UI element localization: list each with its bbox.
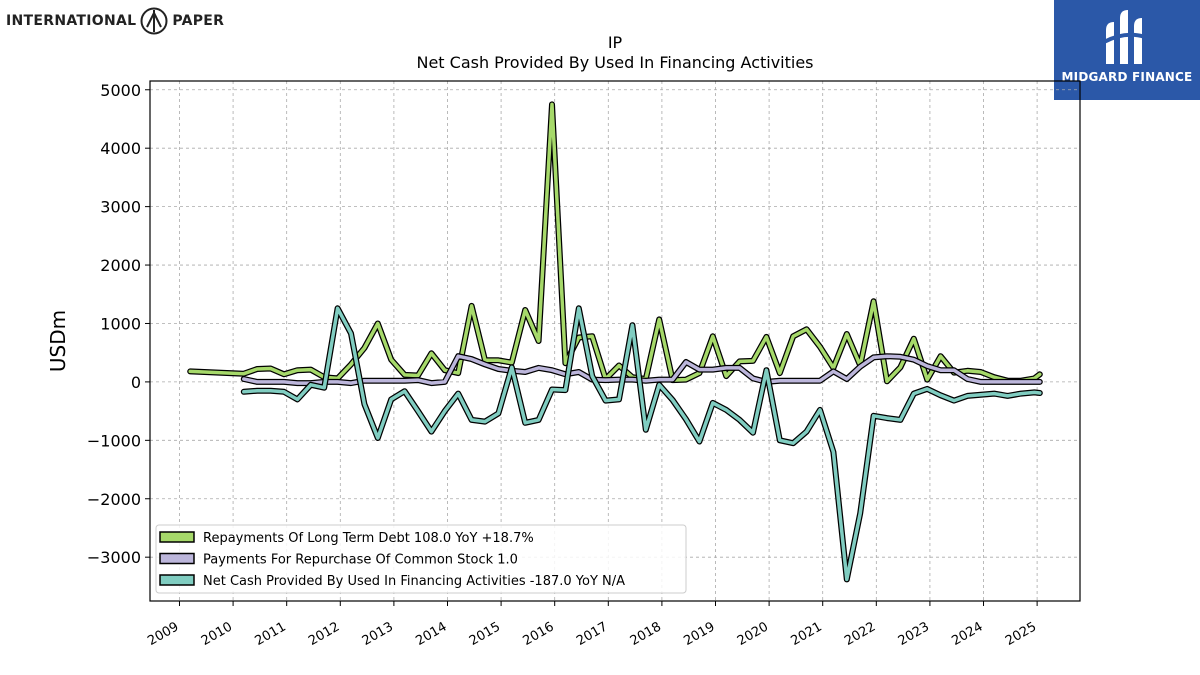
midgard-finance-logo: MIDGARD FINANCE bbox=[1054, 0, 1200, 100]
legend-label-0: Repayments Of Long Term Debt 108.0 YoY +… bbox=[203, 531, 534, 546]
y-tick-label: −2000 bbox=[87, 490, 141, 509]
x-tick-label: 2017 bbox=[574, 619, 610, 649]
plot-frame bbox=[149, 80, 1081, 602]
x-axis: 2009 2010 2011 2012 2013 2014 2015 2016 2017 2018… bbox=[145, 601, 1039, 649]
x-tick-label: 2024 bbox=[949, 619, 985, 649]
legend-label-2: Net Cash Provided By Used In Financing A… bbox=[203, 574, 625, 589]
international-paper-mark-icon bbox=[140, 7, 168, 35]
x-tick-label: 2009 bbox=[145, 619, 181, 649]
y-axis-label: USDm bbox=[46, 310, 70, 372]
y-tick-label: 0 bbox=[131, 373, 141, 392]
legend-swatch-1 bbox=[159, 552, 195, 565]
y-tick-label: −1000 bbox=[87, 431, 141, 450]
legend-swatch-0 bbox=[159, 531, 195, 543]
series-lines bbox=[187, 101, 1043, 583]
x-tick-label: 2019 bbox=[681, 619, 717, 649]
y-tick-label: 2000 bbox=[100, 256, 141, 275]
x-tick-label: 2023 bbox=[896, 619, 932, 649]
legend-swatch-2 bbox=[159, 574, 195, 586]
series-line-0 bbox=[188, 102, 1042, 384]
x-tick-label: 2022 bbox=[842, 619, 878, 649]
x-tick-label: 2016 bbox=[521, 619, 557, 649]
x-tick-label: 2014 bbox=[413, 619, 449, 649]
x-tick-label: 2011 bbox=[253, 619, 289, 649]
logo-text-paper: PAPER bbox=[172, 13, 225, 29]
x-tick-label: 2012 bbox=[306, 619, 342, 649]
x-tick-label: 2025 bbox=[1003, 619, 1039, 649]
legend-label-1: Payments For Repurchase Of Common Stock … bbox=[203, 553, 518, 568]
chart-subtitle: Net Cash Provided By Used In Financing A… bbox=[416, 53, 813, 72]
x-tick-label: 2010 bbox=[199, 619, 235, 649]
y-tick-label: −3000 bbox=[87, 548, 141, 567]
x-tick-label: 2018 bbox=[628, 619, 664, 649]
x-tick-label: 2013 bbox=[360, 619, 396, 649]
grid bbox=[150, 81, 1080, 601]
legend: Repayments Of Long Term Debt 108.0 YoY +… bbox=[155, 524, 687, 594]
legend-box bbox=[155, 524, 687, 594]
x-tick-label: 2020 bbox=[735, 619, 771, 649]
international-paper-logo: INTERNATIONAL PAPER bbox=[6, 6, 224, 36]
midgard-finance-mark-icon bbox=[1103, 10, 1149, 64]
y-tick-label: 5000 bbox=[100, 81, 141, 100]
y-tick-label: 1000 bbox=[100, 314, 141, 333]
y-tick-label: 3000 bbox=[100, 198, 141, 217]
x-tick-label: 2015 bbox=[467, 619, 503, 649]
midgard-finance-label: MIDGARD FINANCE bbox=[1061, 70, 1193, 84]
y-tick-label: 4000 bbox=[100, 139, 141, 158]
logo-text-international: INTERNATIONAL bbox=[6, 13, 137, 29]
y-axis: 5000 4000 3000 2000 1000 0 −1000 −2000 −3000 bbox=[87, 81, 150, 567]
chart-title: IP bbox=[608, 33, 623, 52]
series-line-2 bbox=[242, 306, 1042, 582]
series-line-1 bbox=[242, 354, 1042, 385]
x-tick-label: 2021 bbox=[789, 619, 825, 649]
